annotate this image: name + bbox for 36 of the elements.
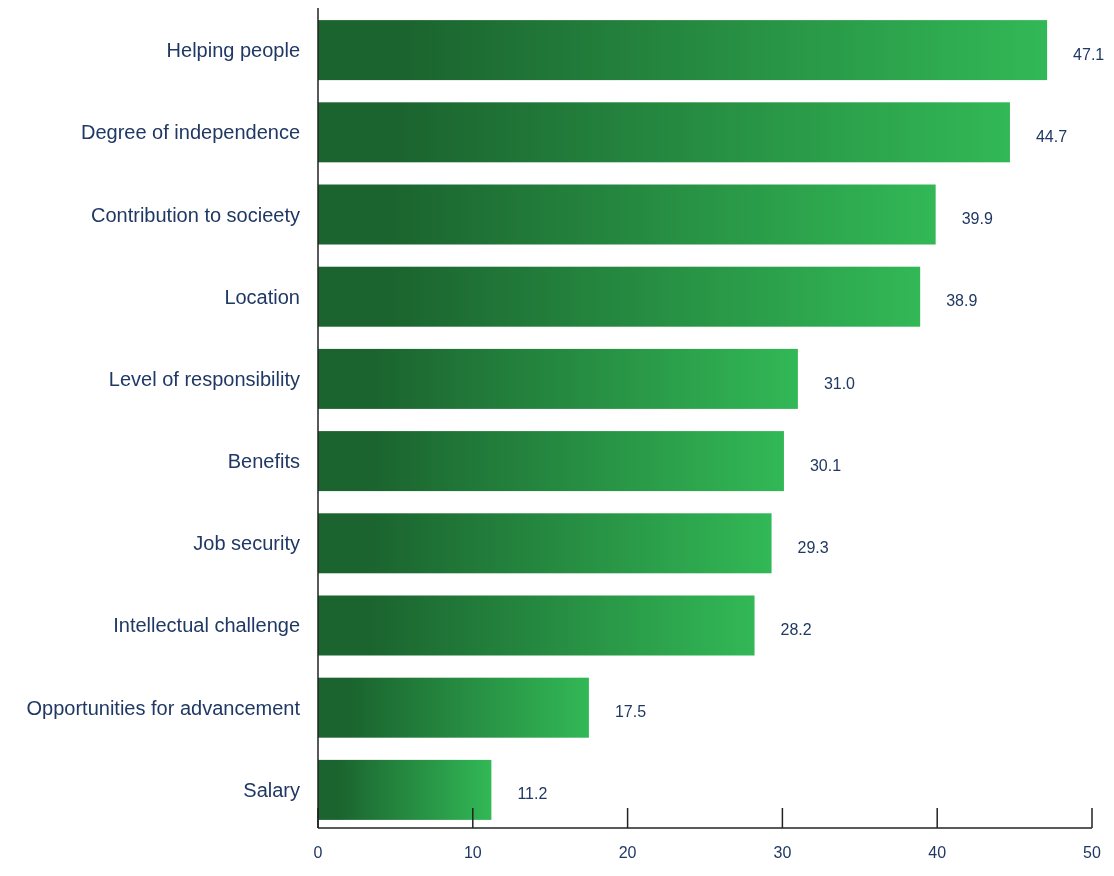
bar [318, 102, 1010, 163]
data-label: 39.9 [961, 210, 993, 228]
bar [318, 348, 798, 409]
y-tick-label: Opportunities for advancement [26, 696, 301, 719]
data-label: 44.7 [1035, 127, 1068, 145]
data-label: 29.3 [797, 538, 829, 556]
x-tick-label: 30 [773, 844, 792, 861]
bar [318, 759, 492, 820]
bar [318, 513, 772, 574]
data-label: 28.2 [780, 621, 812, 639]
bar [318, 20, 1048, 81]
x-tick-label: 50 [1083, 844, 1101, 861]
y-tick-label: Contribution to socieety [90, 203, 300, 226]
y-tick-label: Benefits [227, 450, 300, 473]
y-tick-label: Location [224, 285, 300, 308]
bar [318, 431, 784, 492]
y-tick-label: Degree of independence [80, 121, 300, 144]
x-tick-label: 20 [618, 844, 637, 861]
bar [318, 266, 921, 327]
data-label: 11.2 [517, 785, 548, 803]
data-label: 47.1 [1073, 45, 1105, 63]
y-tick-label: Salary [243, 778, 300, 801]
x-tick-label: 40 [928, 844, 947, 861]
bar [318, 184, 936, 245]
y-tick-label: Level of responsibility [108, 367, 300, 390]
data-label: 38.9 [946, 292, 978, 310]
x-tick-label: 0 [313, 844, 323, 861]
data-label: 31.0 [823, 374, 856, 392]
bar [318, 677, 589, 738]
y-tick-label: Helping people [166, 39, 300, 62]
y-tick-label: Job security [193, 532, 300, 555]
data-label: 17.5 [614, 703, 647, 721]
x-tick-label: 10 [463, 844, 482, 861]
bar [318, 595, 755, 656]
y-tick-label: Intellectual challenge [113, 614, 300, 637]
data-label: 30.1 [809, 456, 842, 474]
